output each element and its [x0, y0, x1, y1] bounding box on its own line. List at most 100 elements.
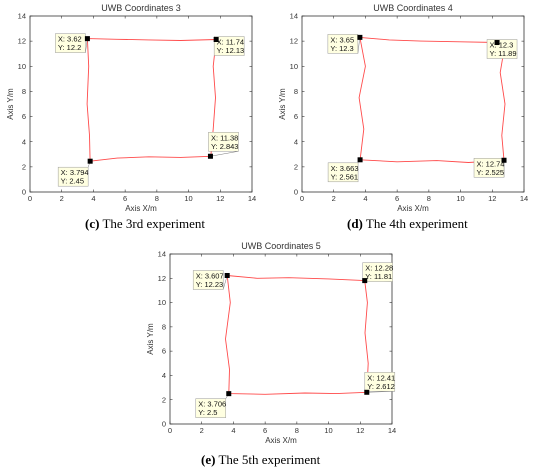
datatip-marker — [84, 36, 90, 42]
datatip-marker — [87, 158, 93, 164]
x-tick-label: 14 — [248, 194, 256, 203]
y-tick-label: 2 — [294, 162, 298, 171]
y-axis-label: Axis Y/m — [278, 88, 287, 120]
datatip-x-label: X: 12.28 — [365, 264, 393, 273]
datatip-y-label: Y: 2.5 — [198, 408, 217, 417]
datatip-marker — [501, 157, 507, 163]
datatip-marker — [494, 40, 500, 46]
datatip-x-label: X: 3.62 — [58, 35, 82, 44]
datatip-marker — [226, 391, 232, 397]
x-tick-label: 6 — [123, 194, 127, 203]
datatip-x-label: X: 11.74 — [217, 38, 244, 47]
datatip-box — [364, 372, 396, 392]
y-tick-label: 12 — [18, 37, 26, 46]
datatip-box — [55, 33, 86, 53]
x-tick-label: 6 — [395, 194, 399, 203]
y-tick-label: 14 — [18, 12, 26, 21]
y-tick-label: 12 — [290, 37, 298, 46]
datatip-y-label: Y: 2.612 — [367, 382, 395, 391]
datatip-box — [327, 34, 359, 54]
datatip-marker — [362, 278, 368, 284]
datatip-leader — [357, 37, 361, 54]
x-tick-label: 8 — [295, 426, 299, 435]
datatip-y-label: Y: 11.89 — [490, 49, 517, 58]
y-tick-label: 2 — [162, 395, 166, 404]
x-tick-label: 0 — [28, 194, 32, 203]
datatip-x-label: X: 3.706 — [198, 400, 226, 409]
datatip-marker — [207, 153, 213, 159]
y-tick-label: 8 — [22, 87, 26, 96]
datatip-box — [208, 132, 239, 152]
x-tick-label: 10 — [324, 426, 332, 435]
x-tick-label: 0 — [168, 426, 172, 435]
x-tick-label: 4 — [91, 194, 95, 203]
datatip-box — [327, 162, 359, 183]
x-tick-label: 6 — [263, 426, 267, 435]
datatip-y-label: Y: 12.3 — [330, 44, 353, 53]
datatip-box — [57, 166, 89, 187]
datatip-x-label: X: 3.663 — [331, 164, 359, 173]
datatip-x-label: X: 11.38 — [211, 133, 238, 142]
y-axis-label: Axis Y/m — [6, 88, 15, 120]
x-tick-label: 14 — [520, 194, 528, 203]
datatip-marker — [213, 37, 219, 43]
datatip-y-label: Y: 12.13 — [217, 46, 245, 55]
plot-frame — [301, 15, 525, 193]
caption-e-text: The 5th experiment — [215, 452, 321, 467]
x-axis-label: Axis X/m — [125, 204, 157, 213]
datatip-box — [192, 270, 224, 290]
chart-d: UWB Coordinates 4 0 2 4 6 8 10 12 14 0 2 4 6 8 10 12 14 A… — [278, 3, 528, 213]
chart-panel-c: UWB Coordinates 3 0 2 4 6 8 10 12 14 0 2 4 6 8 10 12 14 A… — [0, 0, 270, 215]
trajectory-line — [86, 38, 217, 162]
chart-e: UWB Coordinates 5 0 2 4 6 8 10 12 14 0 2 4 6 8 10 12 14 A… — [146, 241, 396, 445]
datatip-leader — [210, 151, 239, 157]
x-tick-label: 4 — [231, 426, 235, 435]
trajectory-line — [225, 275, 369, 395]
caption-c: (c) The 3rd experiment — [85, 216, 205, 232]
y-tick-label: 8 — [162, 322, 166, 331]
datatip-y-label: Y: 2.525 — [477, 168, 505, 177]
datatip-box — [213, 36, 245, 56]
y-tick-label: 6 — [22, 112, 26, 121]
y-tick-label: 14 — [290, 12, 298, 21]
x-tick-label: 0 — [300, 194, 304, 203]
chart-title: UWB Coordinates 5 — [241, 241, 321, 251]
y-axis-label: Axis Y/m — [146, 323, 155, 355]
chart-title: UWB Coordinates 3 — [101, 3, 181, 13]
x-tick-label: 8 — [427, 194, 431, 203]
caption-e: (e) The 5th experiment — [201, 452, 320, 468]
datatip-marker — [357, 157, 363, 163]
datatip-x-label: X: 12.41 — [367, 373, 395, 382]
caption-d-text: The 4th experiment — [362, 216, 468, 231]
y-tick-label: 6 — [162, 347, 166, 356]
x-tick-label: 2 — [332, 194, 336, 203]
datatip-marker — [364, 389, 370, 395]
chart-panel-e: UWB Coordinates 5 0 2 4 6 8 10 12 14 0 2 4 6 8 10 12 14 A… — [140, 237, 410, 447]
datatip-y-label: Y: 2.561 — [331, 172, 359, 181]
y-tick-label: 4 — [162, 371, 166, 380]
x-tick-label: 10 — [456, 194, 464, 203]
datatip-x-label: X: 3.607 — [196, 271, 224, 280]
x-tick-label: 8 — [155, 194, 159, 203]
x-tick-label: 12 — [216, 194, 224, 203]
y-tick-label: 4 — [22, 137, 26, 146]
x-tick-label: 12 — [356, 426, 364, 435]
chart-title: UWB Coordinates 4 — [373, 3, 453, 13]
y-tick-label: 0 — [22, 188, 26, 197]
x-axis-label: Axis X/m — [265, 436, 297, 445]
y-tick-label: 6 — [294, 112, 298, 121]
datatip-x-label: X: 12.3 — [490, 41, 514, 50]
x-tick-label: 4 — [363, 194, 367, 203]
caption-d: (d) The 4th experiment — [347, 216, 468, 232]
caption-d-letter: (d) — [347, 216, 363, 231]
y-tick-label: 10 — [18, 62, 26, 71]
chart-panel-d: UWB Coordinates 4 0 2 4 6 8 10 12 14 0 2 4 6 8 10 12 14 A… — [276, 0, 546, 215]
datatip-marker — [357, 34, 363, 40]
datatip-y-label: Y: 2.843 — [211, 142, 239, 151]
x-tick-label: 12 — [488, 194, 496, 203]
datatip-y-label: Y: 12.23 — [196, 280, 224, 289]
y-tick-label: 8 — [294, 87, 298, 96]
datatip-y-label: Y: 2.45 — [61, 177, 84, 186]
y-tick-label: 10 — [158, 298, 166, 307]
caption-c-text: The 3rd experiment — [99, 216, 205, 231]
